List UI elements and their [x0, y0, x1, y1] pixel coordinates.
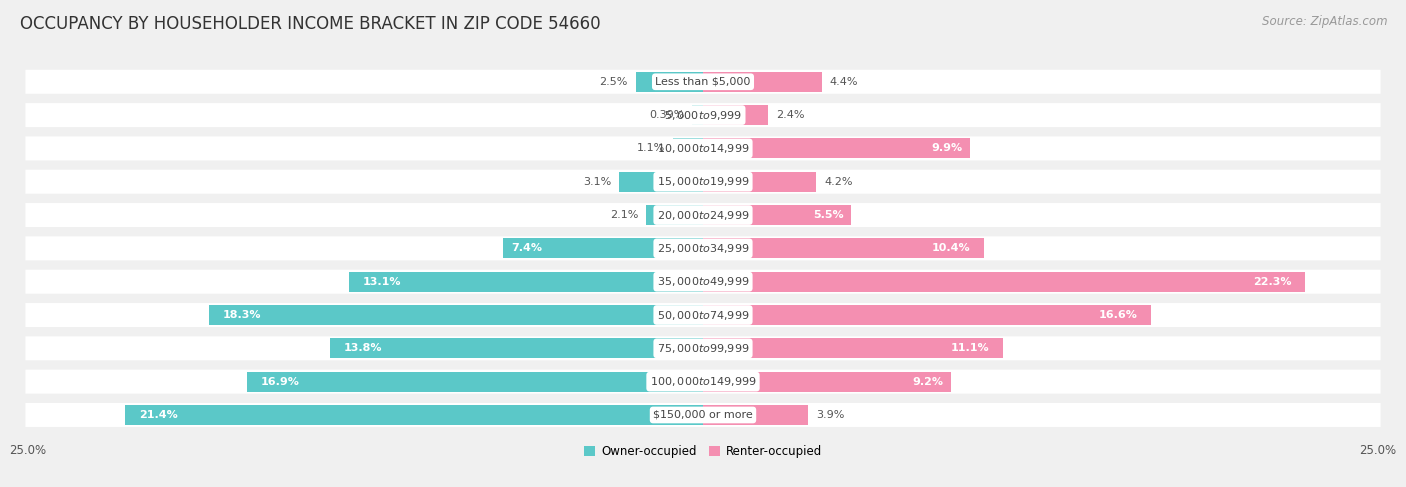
Bar: [247, 372, 703, 392]
Text: Source: ZipAtlas.com: Source: ZipAtlas.com: [1263, 15, 1388, 28]
Bar: [636, 72, 703, 92]
Bar: [647, 205, 703, 225]
FancyBboxPatch shape: [25, 337, 1381, 360]
Text: Less than $5,000: Less than $5,000: [655, 77, 751, 87]
Text: $75,000 to $99,999: $75,000 to $99,999: [657, 342, 749, 355]
FancyBboxPatch shape: [25, 236, 1381, 261]
Bar: [209, 305, 703, 325]
FancyBboxPatch shape: [25, 103, 1381, 127]
Text: 4.4%: 4.4%: [830, 77, 859, 87]
Bar: [619, 172, 703, 192]
Text: 18.3%: 18.3%: [222, 310, 262, 320]
Text: 7.4%: 7.4%: [512, 244, 543, 253]
Text: 9.9%: 9.9%: [931, 143, 962, 153]
Bar: [673, 138, 703, 158]
Text: 9.2%: 9.2%: [912, 376, 943, 387]
FancyBboxPatch shape: [25, 370, 1381, 393]
Text: 3.1%: 3.1%: [583, 177, 612, 187]
FancyBboxPatch shape: [25, 303, 1381, 327]
Text: $20,000 to $24,999: $20,000 to $24,999: [657, 208, 749, 222]
Legend: Owner-occupied, Renter-occupied: Owner-occupied, Renter-occupied: [579, 440, 827, 463]
Bar: [703, 372, 952, 392]
FancyBboxPatch shape: [25, 70, 1381, 94]
FancyBboxPatch shape: [25, 403, 1381, 427]
Text: 10.4%: 10.4%: [932, 244, 970, 253]
Text: $10,000 to $14,999: $10,000 to $14,999: [657, 142, 749, 155]
Bar: [503, 238, 703, 259]
Text: $5,000 to $9,999: $5,000 to $9,999: [664, 109, 742, 122]
FancyBboxPatch shape: [25, 203, 1381, 227]
Bar: [125, 405, 703, 425]
Bar: [703, 172, 817, 192]
Text: $50,000 to $74,999: $50,000 to $74,999: [657, 308, 749, 321]
Text: $15,000 to $19,999: $15,000 to $19,999: [657, 175, 749, 188]
Text: 11.1%: 11.1%: [950, 343, 990, 354]
Text: 2.4%: 2.4%: [776, 110, 804, 120]
FancyBboxPatch shape: [25, 136, 1381, 160]
Bar: [703, 405, 808, 425]
Bar: [330, 338, 703, 358]
Text: 4.2%: 4.2%: [824, 177, 853, 187]
Text: 13.1%: 13.1%: [363, 277, 401, 287]
Text: 16.9%: 16.9%: [260, 376, 299, 387]
Text: $25,000 to $34,999: $25,000 to $34,999: [657, 242, 749, 255]
Bar: [703, 105, 768, 125]
Bar: [349, 272, 703, 292]
Text: 16.6%: 16.6%: [1098, 310, 1137, 320]
Text: 22.3%: 22.3%: [1253, 277, 1292, 287]
Text: OCCUPANCY BY HOUSEHOLDER INCOME BRACKET IN ZIP CODE 54660: OCCUPANCY BY HOUSEHOLDER INCOME BRACKET …: [20, 15, 600, 33]
Text: 5.5%: 5.5%: [813, 210, 844, 220]
Text: 0.39%: 0.39%: [650, 110, 685, 120]
Text: $100,000 to $149,999: $100,000 to $149,999: [650, 375, 756, 388]
Bar: [703, 272, 1305, 292]
Bar: [703, 72, 821, 92]
Text: $150,000 or more: $150,000 or more: [654, 410, 752, 420]
Text: 2.5%: 2.5%: [599, 77, 627, 87]
Bar: [693, 105, 703, 125]
FancyBboxPatch shape: [25, 170, 1381, 194]
Text: 3.9%: 3.9%: [817, 410, 845, 420]
Bar: [703, 338, 1002, 358]
Text: 13.8%: 13.8%: [344, 343, 382, 354]
Bar: [703, 138, 970, 158]
Bar: [703, 205, 852, 225]
Bar: [703, 305, 1152, 325]
Text: $35,000 to $49,999: $35,000 to $49,999: [657, 275, 749, 288]
FancyBboxPatch shape: [25, 270, 1381, 294]
Text: 2.1%: 2.1%: [610, 210, 638, 220]
Bar: [703, 238, 984, 259]
Text: 1.1%: 1.1%: [637, 143, 665, 153]
Text: 21.4%: 21.4%: [139, 410, 177, 420]
